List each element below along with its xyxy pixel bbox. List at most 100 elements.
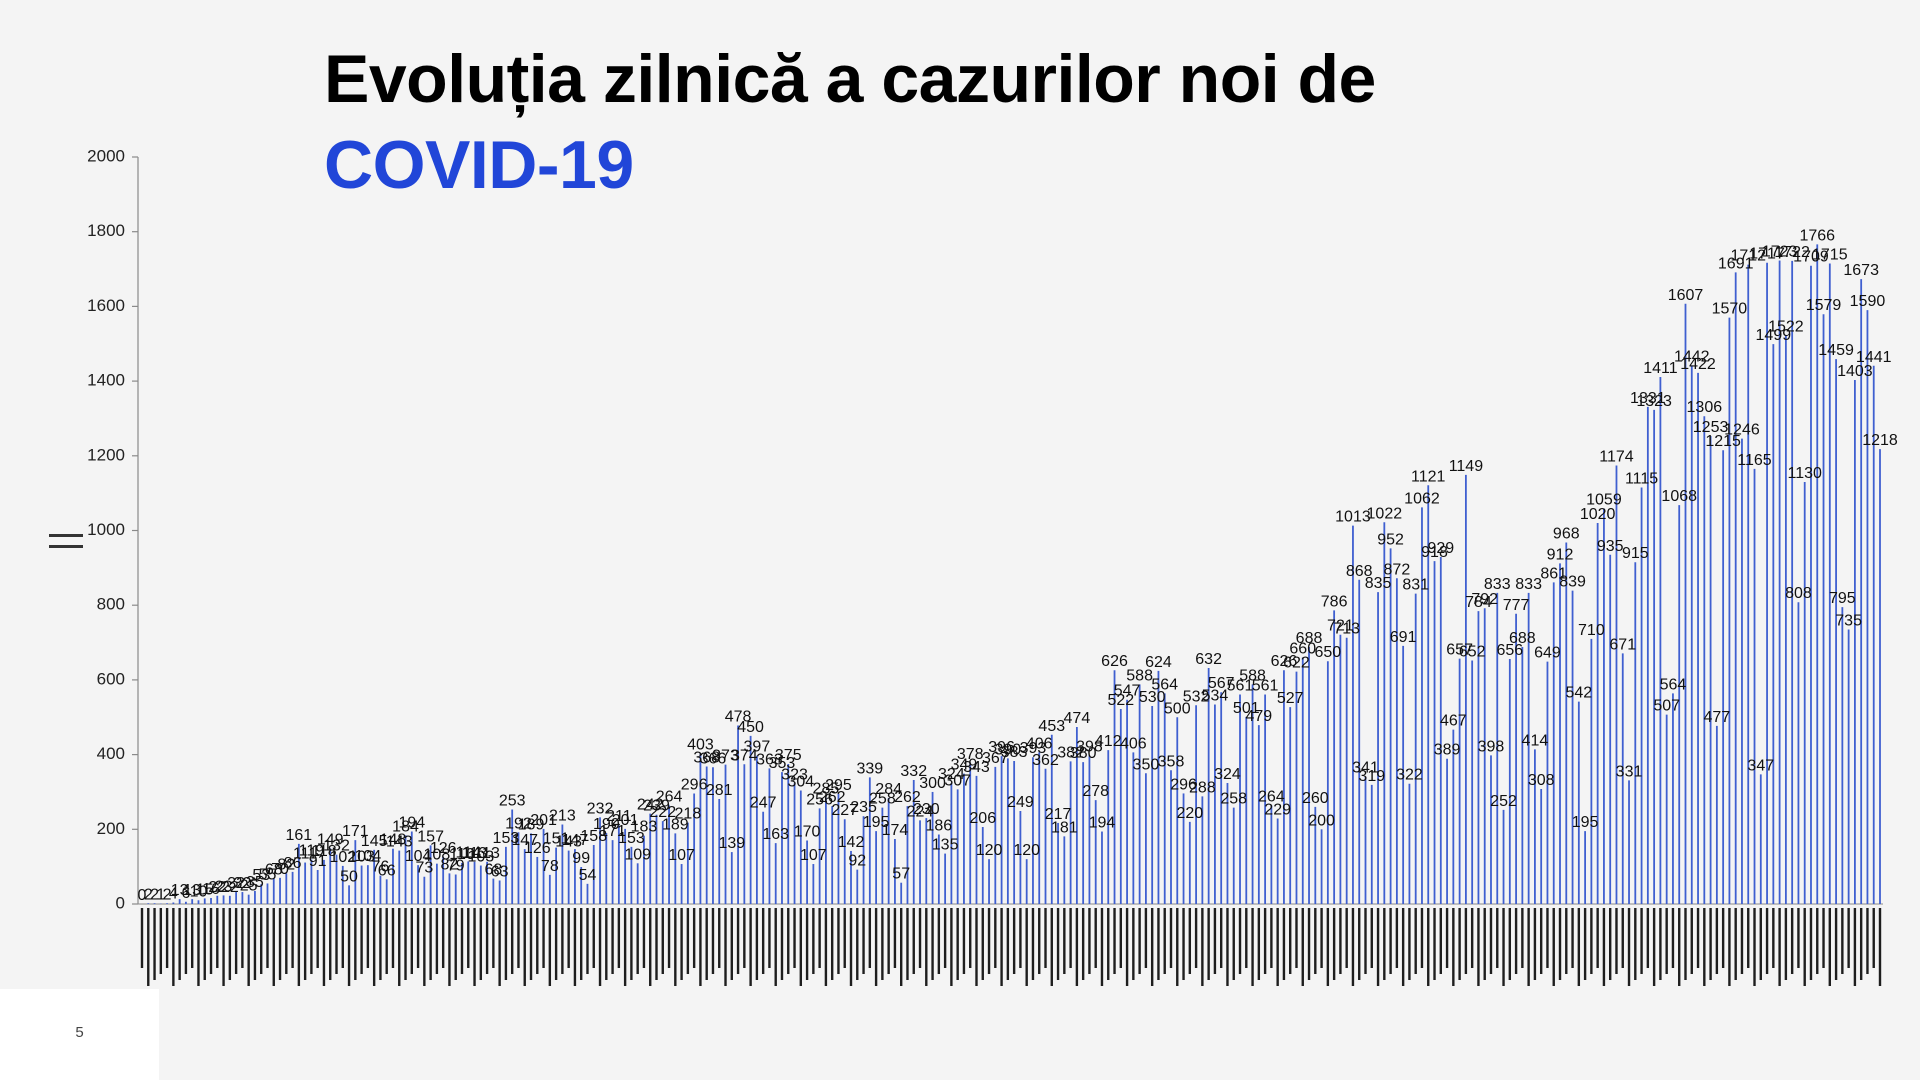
value-label: 213 [549,807,576,824]
value-label: 367 [982,750,1009,767]
value-label: 398 [1478,738,1505,755]
value-label: 347 [1747,757,1774,774]
value-label: 149 [317,831,344,848]
value-label: 73 [415,860,433,877]
value-label: 224 [907,803,934,820]
value-label: 786 [1321,593,1348,610]
value-label: 57 [892,866,910,883]
value-label: 99 [572,850,590,867]
value-label: 624 [1145,654,1172,671]
value-label: 382 [1057,744,1084,761]
value-label: 151 [543,831,570,848]
value-label: 561 [1227,677,1254,694]
y-tick-label: 1600 [87,296,125,315]
value-label: 50 [340,868,358,885]
value-label: 397 [744,739,771,756]
value-label: 32 [227,875,245,892]
value-label: 135 [932,837,959,854]
value-label: 322 [1396,767,1423,784]
value-label: 362 [1032,752,1059,769]
value-label: 68 [484,862,502,879]
value-label: 170 [794,824,821,841]
value-label: 171 [342,823,369,840]
value-label: 1149 [1449,458,1484,475]
value-label: 1422 [1680,356,1716,373]
value-label: 1691 [1718,255,1754,272]
value-label: 358 [1158,753,1185,770]
value-label: 1441 [1856,349,1892,366]
value-label: 622 [1283,655,1310,672]
value-label: 564 [1151,676,1178,693]
slide-title-highlight: COVID-19 [324,127,634,203]
value-label: 1712 [1730,248,1766,265]
value-label: 1323 [1636,393,1672,410]
value-label: 79 [447,857,465,874]
value-label: 1331 [1630,390,1666,407]
value-label: 777 [1503,597,1530,614]
value-label: 350 [1133,756,1160,773]
value-label: 148 [380,832,407,849]
value-label: 278 [1082,783,1109,800]
value-label: 258 [869,791,896,808]
value-label: 833 [1515,576,1542,593]
value-label: 522 [1107,692,1134,709]
value-label: 260 [1302,790,1329,807]
value-label: 220 [1176,805,1203,822]
value-label: 171 [599,823,626,840]
value-label: 68 [265,862,283,879]
value-label: 324 [1214,766,1241,783]
value-label: 2 [150,886,159,903]
value-label: 281 [706,782,733,799]
value-label: 110 [449,846,475,863]
value-label: 1306 [1687,399,1723,416]
value-label: 588 [1126,667,1153,684]
value-label: 632 [1195,651,1222,668]
value-label: 63 [491,863,509,880]
value-label: 323 [781,766,808,783]
value-label: 249 [1007,794,1034,811]
value-label: 1218 [1862,432,1898,449]
value-label: 935 [1597,538,1624,555]
value-label: 547 [1114,683,1141,700]
footer-box [0,989,159,1080]
value-label: 190 [593,816,620,833]
value-label: 530 [1139,689,1166,706]
value-label: 308 [1528,772,1555,789]
value-label: 968 [1553,525,1580,542]
value-label: 1709 [1793,249,1829,266]
value-label: 92 [848,853,866,870]
bars [147,244,1881,904]
value-label: 2 [163,886,172,903]
value-label: 147 [562,832,589,849]
value-label: 389 [1434,742,1461,759]
value-label: 126 [524,840,551,857]
value-label: 474 [1064,710,1091,727]
value-label: 145 [361,833,388,850]
value-label: 1766 [1799,227,1835,244]
value-label: 588 [1239,667,1266,684]
value-label: 201 [530,812,557,829]
value-label: 53 [252,867,270,884]
value-label: 32 [233,875,251,892]
value-label: 1459 [1818,342,1854,359]
value-label: 650 [1315,644,1342,661]
value-label: 113 [474,845,500,862]
value-label: 831 [1402,577,1429,594]
value-label: 304 [787,773,814,790]
value-label: 78 [541,858,559,875]
y-tick-label: 600 [97,669,125,688]
value-label: 872 [1384,561,1411,578]
value-label: 262 [894,789,921,806]
value-label: 784 [1465,594,1492,611]
value-label: 390 [995,741,1022,758]
value-label: 300 [919,775,946,792]
value-label: 507 [1653,698,1680,715]
value-label: 477 [1704,709,1731,726]
value-label: 4 [169,886,178,903]
value-label: 1253 [1693,419,1729,436]
value-label: 808 [1785,585,1812,602]
value-label: 201 [612,812,639,829]
value-label: 691 [1390,629,1417,646]
value-label: 1722 [1774,244,1810,261]
